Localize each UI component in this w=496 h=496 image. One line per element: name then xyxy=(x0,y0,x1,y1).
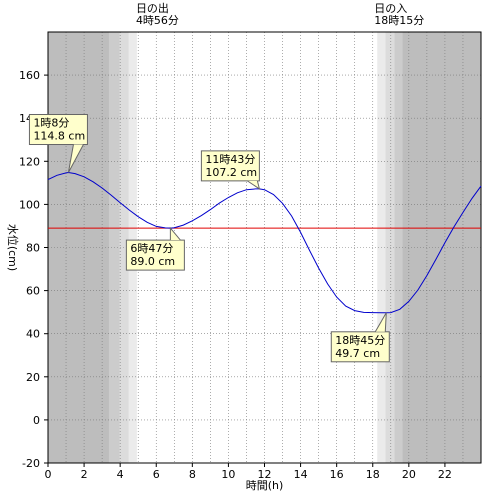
sunset-time: 18時15分 xyxy=(374,14,424,27)
twilight-band-5 xyxy=(385,32,395,463)
annotation-value: 89.0 cm xyxy=(130,255,175,268)
annotation-value: 49.7 cm xyxy=(335,347,380,360)
annotation-box xyxy=(28,114,88,146)
y-tick-label: 80 xyxy=(26,242,40,255)
annotation-time: 6時47分 xyxy=(130,242,173,255)
twilight-band-2 xyxy=(119,32,129,463)
y-tick-label: 0 xyxy=(33,414,40,427)
annotation-time: 18時45分 xyxy=(335,334,385,347)
grid-lines xyxy=(48,32,481,463)
x-tick-label: 10 xyxy=(221,468,235,481)
annotation-box xyxy=(200,150,260,182)
annotation-box xyxy=(125,239,185,271)
x-axis-title: 時間(h) xyxy=(246,479,284,492)
annotation-box xyxy=(330,331,390,363)
annotation-pointer xyxy=(67,144,84,173)
y-tick-label: 120 xyxy=(19,155,40,168)
sunset-title: 日の入 xyxy=(374,2,407,15)
y-axis-title: 水位(cm) xyxy=(6,224,20,271)
annotation-pointer xyxy=(169,226,181,241)
annotation-time: 11時43分 xyxy=(205,153,255,166)
y-tick-label: -20 xyxy=(22,457,40,470)
twilight-band-6 xyxy=(394,32,403,463)
x-tick-label: 4 xyxy=(117,468,124,481)
x-tick-label: 0 xyxy=(45,468,52,481)
annotation-value: 107.2 cm xyxy=(205,166,257,179)
annotation-time: 1時8分 xyxy=(33,117,69,130)
x-tick-label: 14 xyxy=(294,468,308,481)
x-tick-label: 16 xyxy=(330,468,344,481)
x-tick-label: 2 xyxy=(81,468,88,481)
x-tick-label: 22 xyxy=(438,468,452,481)
x-tick-label: 8 xyxy=(189,468,196,481)
x-tick-labels: 0 2 4 6 8 10 12 14 16 18 20 22 xyxy=(45,463,452,481)
annotation-pointer xyxy=(374,312,387,333)
sunrise-time: 4時56分 xyxy=(136,14,179,27)
y-tick-label: 20 xyxy=(26,371,40,384)
y-tick-label: 160 xyxy=(19,69,40,82)
sunrise-title: 日の出 xyxy=(136,1,169,15)
annotation-value: 114.8 cm xyxy=(33,130,85,143)
x-tick-label: 20 xyxy=(402,468,416,481)
x-tick-label: 18 xyxy=(366,468,380,481)
annotation-pointer xyxy=(247,180,261,191)
y-tick-label: 40 xyxy=(26,328,40,341)
y-tick-labels: -20020406080100120140160 xyxy=(19,69,48,470)
y-tick-label: 60 xyxy=(26,285,40,298)
x-tick-label: 6 xyxy=(153,468,160,481)
x-tick-label: 12 xyxy=(258,468,272,481)
y-tick-label: 100 xyxy=(19,198,40,211)
